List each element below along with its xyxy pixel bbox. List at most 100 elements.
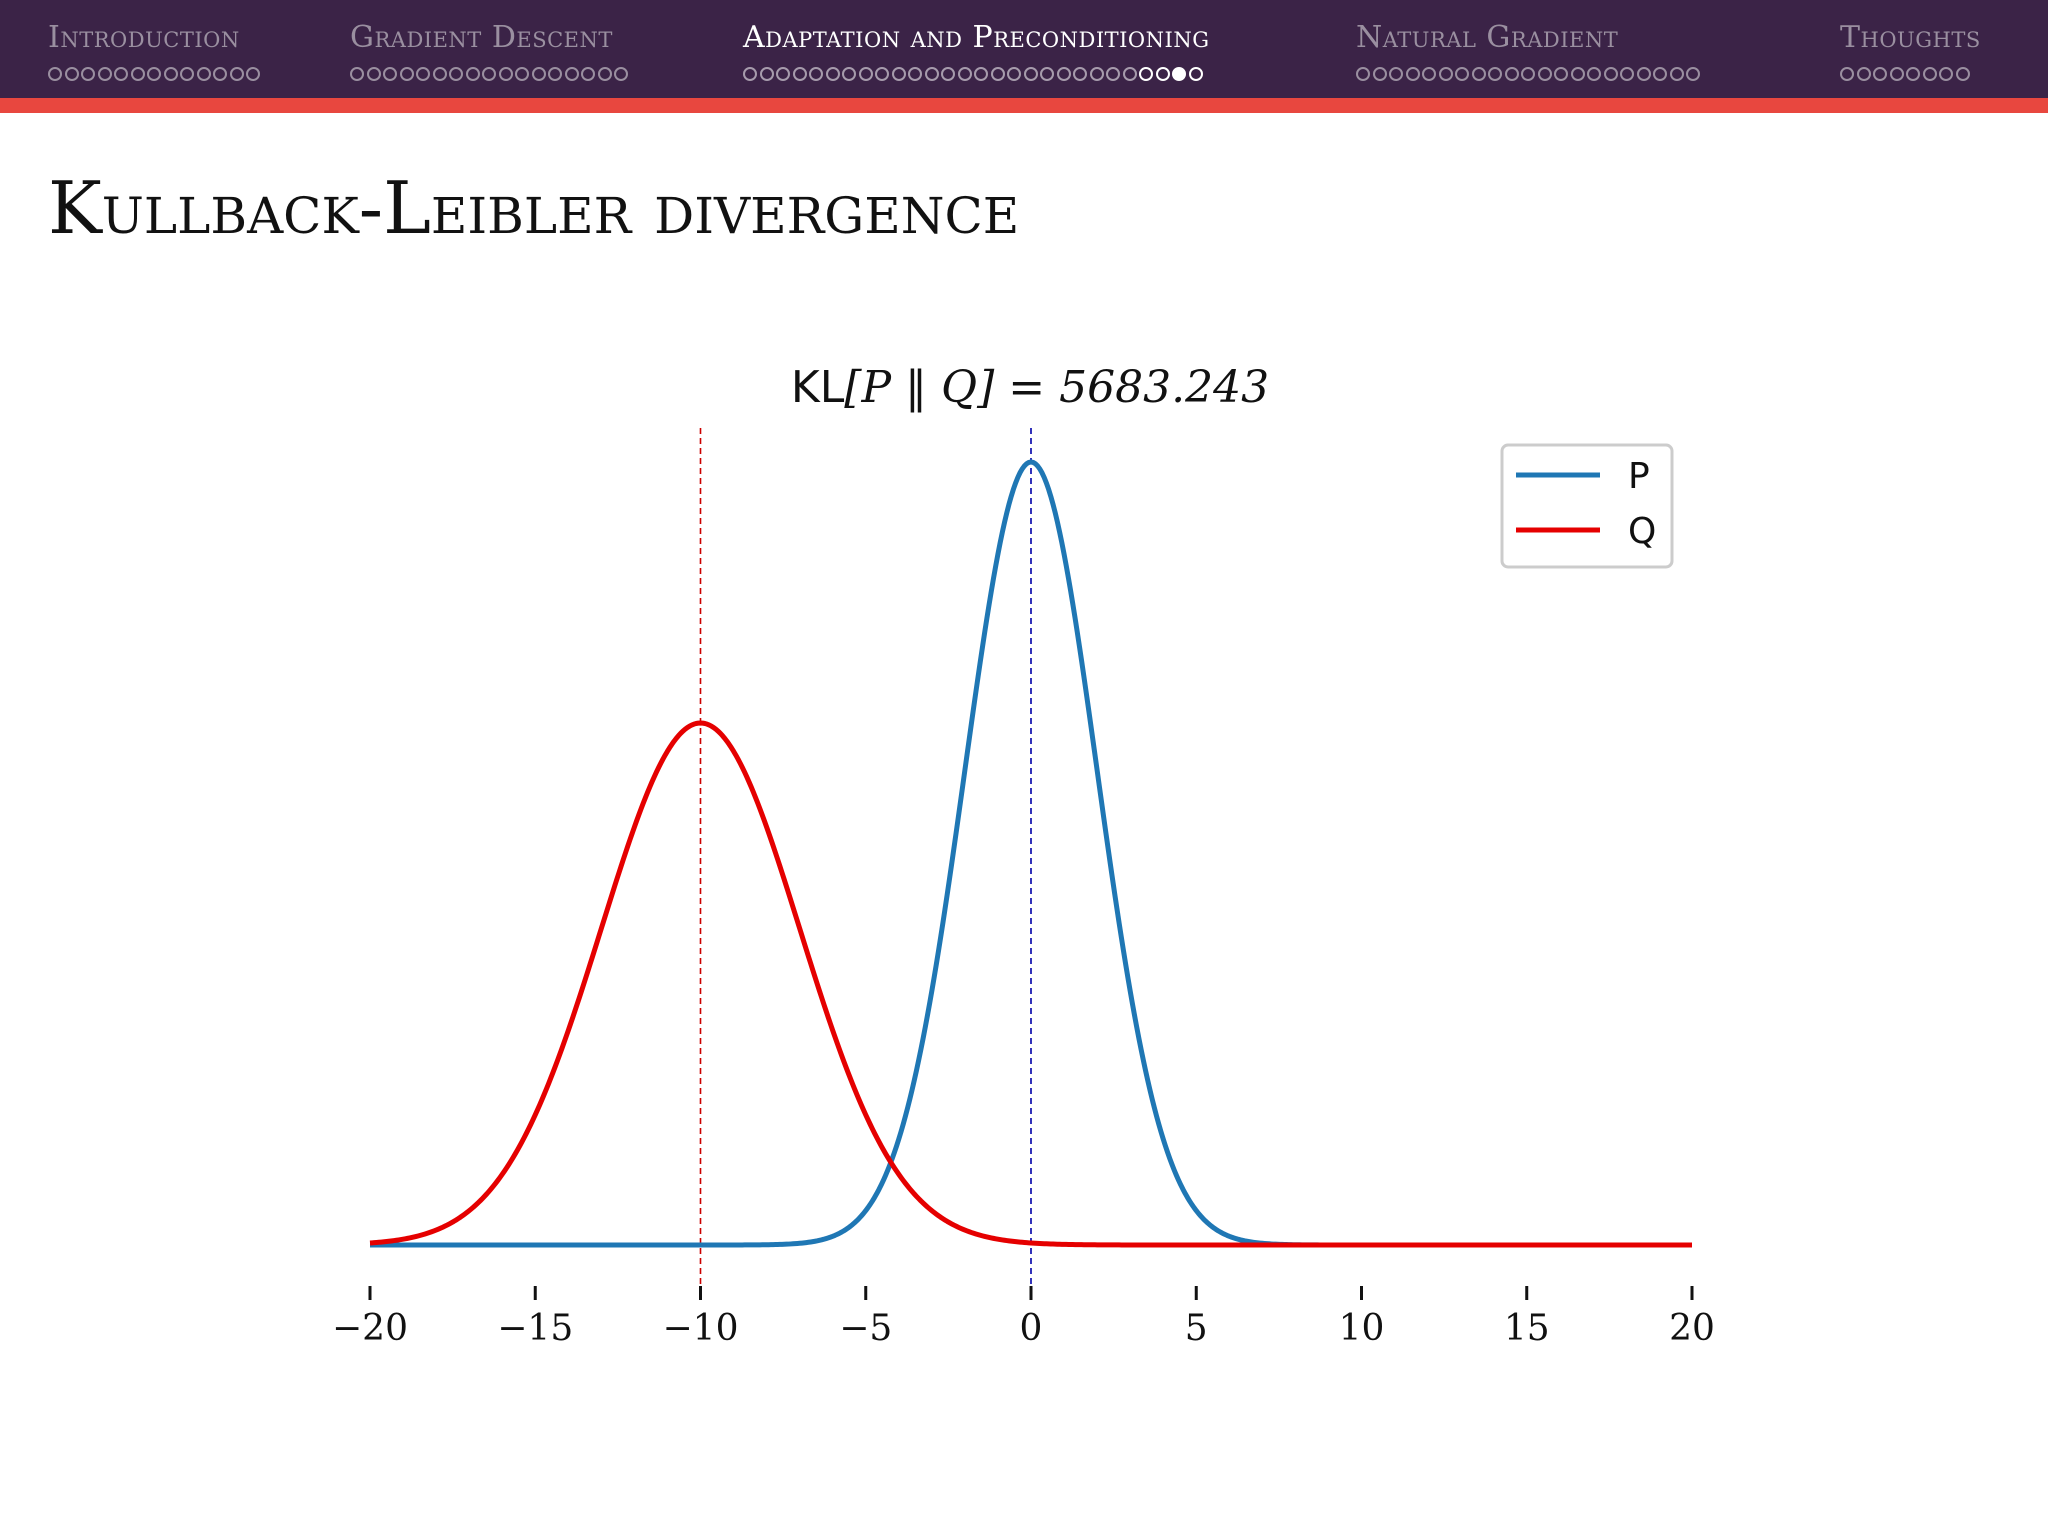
slide-dot[interactable] xyxy=(449,67,463,81)
slide-dot[interactable] xyxy=(1155,67,1170,81)
slide-dot[interactable] xyxy=(81,67,95,81)
slide-dot[interactable] xyxy=(1007,67,1021,81)
slide-dot[interactable] xyxy=(1653,67,1667,81)
slide-title: Kullback-Leibler divergence xyxy=(48,166,1020,250)
slide-dot[interactable] xyxy=(1603,67,1618,81)
slide-dot[interactable] xyxy=(1873,67,1887,81)
slide-dot[interactable] xyxy=(1372,67,1387,81)
slide-dot[interactable] xyxy=(1438,67,1453,81)
slide-dot[interactable] xyxy=(1504,67,1519,81)
slide-dot[interactable] xyxy=(858,67,873,81)
slide-dot[interactable] xyxy=(416,67,430,81)
slide-dot[interactable] xyxy=(1405,67,1420,81)
slide-dot[interactable] xyxy=(941,67,955,81)
slide-dot[interactable] xyxy=(180,67,194,81)
slide-dot[interactable] xyxy=(1669,67,1684,81)
slide-dot[interactable] xyxy=(350,67,364,81)
slide-dot[interactable] xyxy=(776,67,790,81)
slide-dot[interactable] xyxy=(246,67,260,81)
slide-dot[interactable] xyxy=(130,67,145,81)
slide-dot[interactable] xyxy=(1686,67,1700,81)
slide-dot[interactable] xyxy=(875,67,889,81)
slide-dot[interactable] xyxy=(1570,67,1585,81)
slide-dot[interactable] xyxy=(1040,67,1054,81)
slide-dot[interactable] xyxy=(64,67,79,81)
slide-dot[interactable] xyxy=(1389,67,1403,81)
current-slide-dot[interactable] xyxy=(1172,67,1186,81)
slide-dot[interactable] xyxy=(97,67,112,81)
slide-dot[interactable] xyxy=(1122,67,1137,81)
slide-dot[interactable] xyxy=(792,67,807,81)
slide-dot[interactable] xyxy=(383,67,397,81)
slide-dot[interactable] xyxy=(1073,67,1087,81)
slide-dot[interactable] xyxy=(1521,67,1535,81)
slide-dot[interactable] xyxy=(1455,67,1469,81)
nav-section-label[interactable]: Adaptation and Preconditioning xyxy=(743,20,1210,55)
slide-dot[interactable] xyxy=(465,67,480,81)
slide-dot[interactable] xyxy=(1636,67,1651,81)
slide-dot[interactable] xyxy=(597,67,612,81)
slide-dot[interactable] xyxy=(196,67,211,81)
slide-dot[interactable] xyxy=(614,67,628,81)
slide-dot[interactable] xyxy=(1856,67,1871,81)
slide-dot[interactable] xyxy=(1106,67,1120,81)
slide-dot[interactable] xyxy=(891,67,906,81)
slide-dot[interactable] xyxy=(809,67,823,81)
slide-dot[interactable] xyxy=(908,67,922,81)
slide-dot[interactable] xyxy=(48,67,62,81)
slide-dot[interactable] xyxy=(1356,67,1370,81)
slide-dot[interactable] xyxy=(1554,67,1568,81)
slide-dot[interactable] xyxy=(1488,67,1502,81)
slide-dot[interactable] xyxy=(515,67,529,81)
slide-dot[interactable] xyxy=(1188,67,1203,81)
slide-dot[interactable] xyxy=(1089,67,1104,81)
nav-section-introduction[interactable]: Introduction xyxy=(48,20,260,84)
slide-dot[interactable] xyxy=(1471,67,1486,81)
x-tick-label: −5 xyxy=(839,1308,892,1349)
slide-dot[interactable] xyxy=(1889,67,1904,81)
slide-dot[interactable] xyxy=(957,67,972,81)
slide-dot[interactable] xyxy=(432,67,447,81)
slide-dot[interactable] xyxy=(842,67,856,81)
slide-dot[interactable] xyxy=(163,67,178,81)
slide-dot[interactable] xyxy=(1139,67,1153,81)
slide-dot[interactable] xyxy=(1620,67,1634,81)
nav-section-label[interactable]: Natural Gradient xyxy=(1356,20,1619,55)
slide-dot[interactable] xyxy=(229,67,244,81)
slide-dot[interactable] xyxy=(399,67,414,81)
slide-dot[interactable] xyxy=(1939,67,1953,81)
slide-dot[interactable] xyxy=(1537,67,1552,81)
slide-dot[interactable] xyxy=(990,67,1005,81)
slide-dot[interactable] xyxy=(924,67,939,81)
slide-dot[interactable] xyxy=(1840,67,1854,81)
slide-dot[interactable] xyxy=(213,67,227,81)
slide-dot[interactable] xyxy=(759,67,774,81)
nav-section-adaptation-and-preconditioning[interactable]: Adaptation and Preconditioning xyxy=(743,20,1209,84)
slide-dot[interactable] xyxy=(1587,67,1601,81)
slide-dot[interactable] xyxy=(548,67,562,81)
nav-section-natural-gradient[interactable]: Natural Gradient xyxy=(1356,20,1700,84)
slide-dot[interactable] xyxy=(366,67,381,81)
slide-dot[interactable] xyxy=(1056,67,1071,81)
nav-section-label[interactable]: Gradient Descent xyxy=(350,20,613,55)
slide-dot[interactable] xyxy=(564,67,579,81)
nav-section-thoughts[interactable]: Thoughts xyxy=(1840,20,1981,84)
slide-dot[interactable] xyxy=(114,67,128,81)
slide-dot[interactable] xyxy=(974,67,988,81)
slide-dot[interactable] xyxy=(1422,67,1436,81)
slide-dot[interactable] xyxy=(743,67,757,81)
slide-dot[interactable] xyxy=(531,67,546,81)
nav-section-gradient-descent[interactable]: Gradient Descent xyxy=(350,20,628,84)
slide-dot[interactable] xyxy=(498,67,513,81)
slide-dot[interactable] xyxy=(1955,67,1970,81)
mean-lines xyxy=(699,428,1032,1293)
slide-dot[interactable] xyxy=(825,67,840,81)
slide-dot[interactable] xyxy=(1023,67,1038,81)
nav-section-label[interactable]: Introduction xyxy=(48,20,240,55)
slide-dot[interactable] xyxy=(147,67,161,81)
slide-dot[interactable] xyxy=(1906,67,1920,81)
nav-section-label[interactable]: Thoughts xyxy=(1840,20,1981,55)
slide-dot[interactable] xyxy=(581,67,595,81)
slide-dot[interactable] xyxy=(482,67,496,81)
slide-dot[interactable] xyxy=(1922,67,1937,81)
